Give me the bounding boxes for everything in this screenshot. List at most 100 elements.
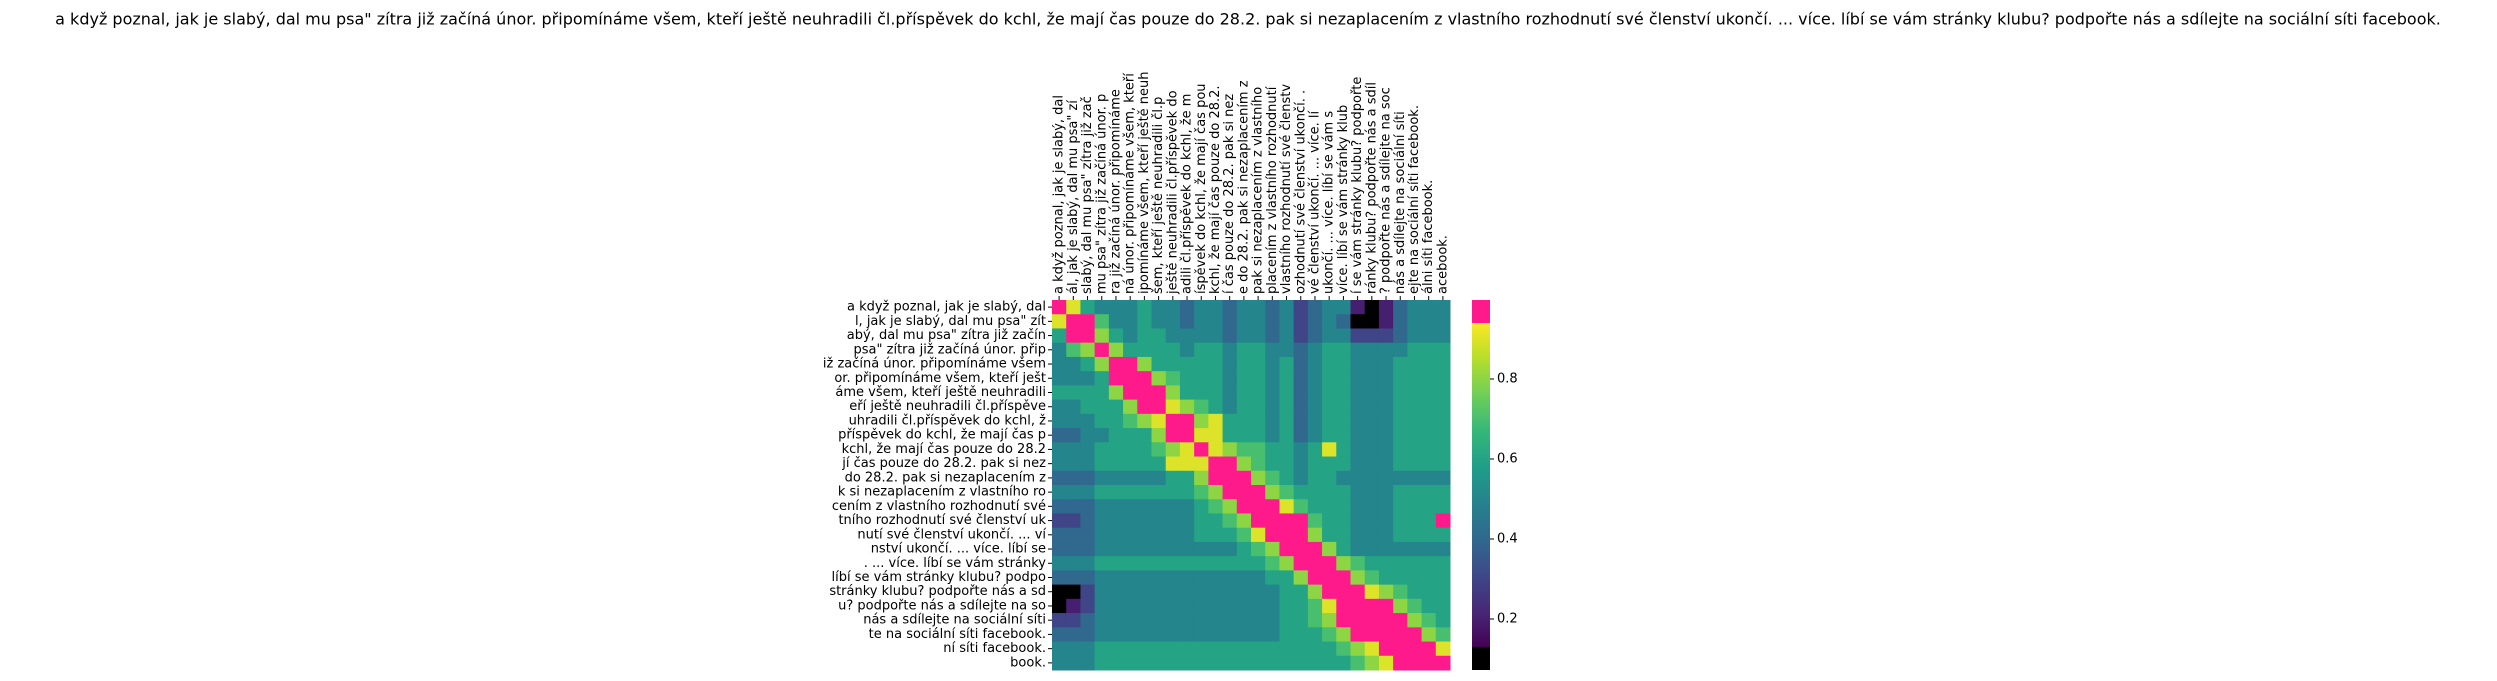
heatmap-cell [1336,470,1351,486]
y-tick-label: or. připomínáme všem, kteří ješt [834,371,1046,386]
heatmap-cell [1236,428,1252,443]
heatmap-cell [1066,541,1081,557]
heatmap-cell [1151,442,1167,458]
colorbar [1472,323,1490,647]
heatmap-cell [1123,598,1138,614]
heatmap-cell [1080,413,1096,429]
y-tick-label: . ... více. líbí se vám stránky [864,556,1047,571]
heatmap-cell [1421,371,1437,386]
heatmap-cell [1251,314,1266,329]
heatmap-cell [1293,356,1309,372]
heatmap-cell [1407,541,1423,557]
heatmap-cell [1336,456,1351,472]
heatmap-cell [1265,385,1280,401]
heatmap-cell [1194,627,1209,643]
heatmap-cell [1151,527,1167,543]
heatmap-cell [1194,513,1209,529]
heatmap-cell [1052,428,1067,443]
heatmap-cell [1052,556,1067,571]
heatmap-cell [1293,328,1309,344]
heatmap-cell [1108,513,1124,529]
heatmap-cell [1421,442,1437,458]
heatmap-cell [1080,356,1096,372]
heatmap-cell [1165,655,1181,671]
heatmap-cell [1336,584,1351,600]
heatmap-cell [1336,556,1351,571]
heatmap-cell [1307,342,1323,358]
x-tick-label: ukončí. ... více. líbí se vám s [1322,111,1337,294]
heatmap-cell [1052,300,1067,315]
heatmap-cell [1322,428,1337,443]
heatmap-cell [1251,442,1266,458]
heatmap-cell [1066,598,1081,614]
colorbar-tick-label: 0.4 [1497,532,1518,547]
heatmap-cell [1165,371,1181,386]
heatmap-cell [1407,300,1423,315]
heatmap-cell [1052,399,1067,415]
heatmap-cell [1307,385,1323,401]
heatmap-cell [1108,371,1124,386]
heatmap-cell [1350,499,1366,514]
heatmap-cell [1222,456,1238,472]
heatmap-cell [1407,499,1423,514]
heatmap-cell [1336,598,1351,614]
heatmap-cell [1052,314,1067,329]
heatmap-cell [1222,399,1238,415]
heatmap-cell [1052,356,1067,372]
heatmap-cell [1052,485,1067,500]
heatmap-cell [1393,442,1408,458]
heatmap-cell [1194,342,1209,358]
heatmap-cell [1307,641,1323,657]
heatmap-cell [1251,300,1266,315]
heatmap-cell [1123,470,1138,486]
heatmap-cell [1378,613,1394,628]
heatmap-cell [1194,385,1209,401]
heatmap-cell [1307,485,1323,500]
heatmap-cell [1407,456,1423,472]
heatmap-cell [1066,413,1081,429]
heatmap-cell [1066,485,1081,500]
heatmap-cell [1322,314,1337,329]
y-tick-label: tního rozhodnutí své členství uk [838,513,1046,528]
heatmap-cell [1364,485,1380,500]
heatmap-cell [1293,499,1309,514]
heatmap-cell [1137,356,1152,372]
heatmap-cell [1336,485,1351,500]
heatmap-cell [1407,356,1423,372]
heatmap-cell [1080,328,1096,344]
heatmap-cell [1307,470,1323,486]
heatmap-cell [1435,456,1451,472]
heatmap-cell [1279,385,1295,401]
heatmap-cell [1378,356,1394,372]
heatmap-cell [1265,413,1280,429]
heatmap-cell [1265,399,1280,415]
heatmap-cell [1251,627,1266,643]
heatmap-cell [1336,428,1351,443]
heatmap-cell [1265,570,1280,586]
heatmap-cell [1364,442,1380,458]
heatmap-cell [1293,527,1309,543]
heatmap-cell [1179,342,1195,358]
x-tick-label: slabý, dal mu psa" zítra již zač [1080,96,1095,294]
heatmap-cell [1137,456,1152,472]
heatmap-cell [1279,428,1295,443]
heatmap-cell [1307,627,1323,643]
heatmap-cell [1108,470,1124,486]
heatmap-cell [1052,627,1067,643]
heatmap-cell [1378,570,1394,586]
heatmap-cell [1222,314,1238,329]
heatmap-cell [1421,556,1437,571]
heatmap-cell [1435,314,1451,329]
heatmap-cell [1066,314,1081,329]
heatmap-cell [1222,499,1238,514]
heatmap-cell [1421,584,1437,600]
heatmap-cell [1208,584,1224,600]
heatmap-cell [1307,655,1323,671]
heatmap-cell [1165,527,1181,543]
heatmap-cell [1080,442,1096,458]
heatmap-cell [1279,513,1295,529]
heatmap-cell [1407,527,1423,543]
heatmap-cell [1236,570,1252,586]
heatmap-cell [1251,385,1266,401]
heatmap-cell [1094,541,1110,557]
